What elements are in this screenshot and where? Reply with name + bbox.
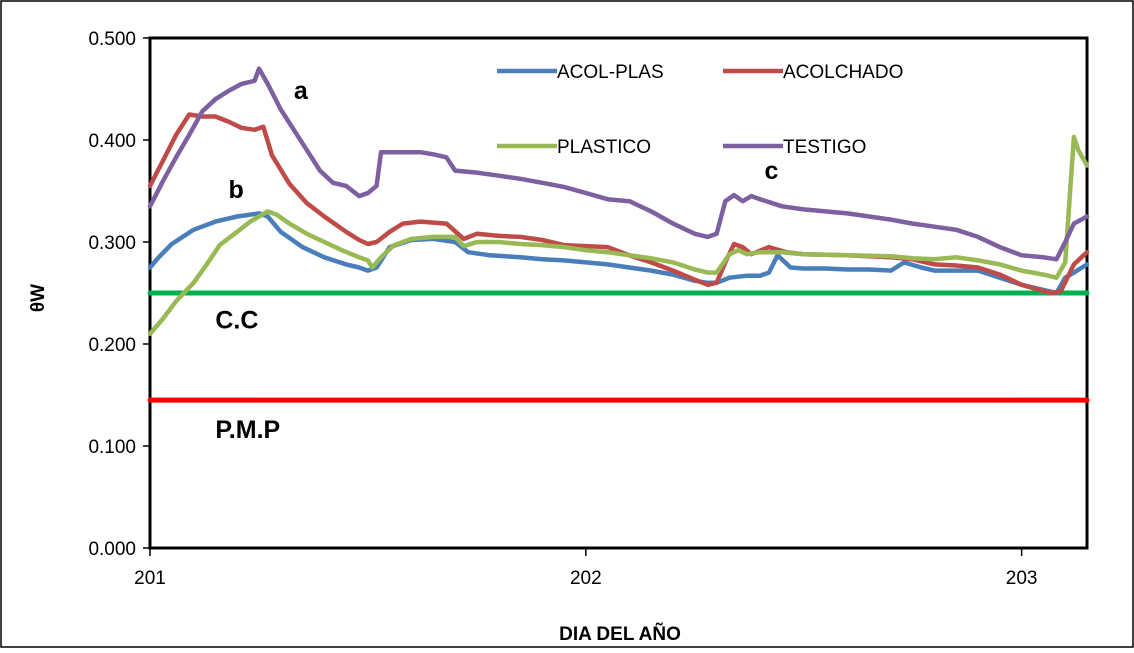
x-tick-label: 201 <box>134 568 166 589</box>
y-axis-title: θW <box>28 284 49 312</box>
annotations: a b c C.C P.M.P <box>215 77 778 444</box>
y-tick-label: 0.100 <box>88 437 136 458</box>
x-tick-label: 202 <box>570 568 602 589</box>
annotation-p-m-p: P.M.P <box>215 416 280 444</box>
y-tick-label: 0.000 <box>88 539 136 560</box>
annotation-a: a <box>294 77 309 105</box>
series-line-acolchado <box>147 112 1090 296</box>
series-layer <box>147 66 1090 403</box>
annotation-c-c: C.C <box>215 307 258 335</box>
x-axis-title: DIA DEL AÑO <box>559 623 681 645</box>
series-line-plastico <box>147 134 1090 337</box>
legend-label-acol-plas: ACOL-PLAS <box>557 62 664 83</box>
annotation-c: c <box>764 157 778 185</box>
y-tick-label: 0.300 <box>88 233 136 254</box>
legend-label-testigo: TESTIGO <box>783 137 866 158</box>
legend-label-acolchado: ACOLCHADO <box>783 62 903 83</box>
y-tick-label: 0.400 <box>88 131 136 152</box>
y-tick-label: 0.500 <box>88 29 136 50</box>
legend: ACOL-PLAS ACOLCHADO PLASTICO TESTIGO <box>497 62 903 158</box>
series-line-testigo <box>147 66 1090 262</box>
series-line-acol-plas <box>147 211 1090 296</box>
legend-label-plastico: PLASTICO <box>557 137 651 158</box>
annotation-b: b <box>228 176 243 204</box>
y-tick-label: 0.200 <box>88 335 136 356</box>
x-tick-label: 203 <box>1006 568 1038 589</box>
axes: 0.000 0.100 0.200 0.300 0.400 0.500 201 202 203 <box>88 29 1037 589</box>
